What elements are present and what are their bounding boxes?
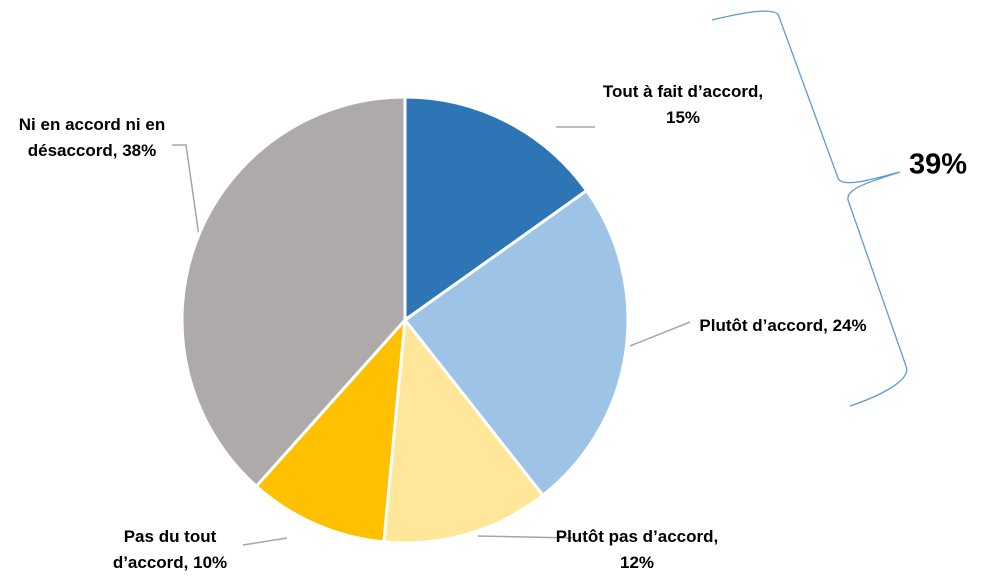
slice [402,188,630,498]
slice [180,95,407,489]
data-label: Pas du tout d’accord, 10% [112,527,228,572]
data-label: Plutôt d’accord, 24% [699,316,867,335]
leader-line [172,144,200,237]
slice [403,95,589,323]
slice [254,315,407,544]
data-label: Ni en accord ni en désaccord, 38% [18,115,166,160]
slice [382,316,545,545]
slices [180,95,630,545]
leader-line [242,537,288,546]
leader-lines [172,126,691,546]
brace [711,10,908,407]
data-label: Plutôt pas d’accord, 12% [555,527,719,572]
leader-line [629,321,691,347]
data-label: Tout à fait d’accord, 15% [602,82,764,127]
annotation: 39% [908,148,968,181]
leader-line [477,535,573,539]
